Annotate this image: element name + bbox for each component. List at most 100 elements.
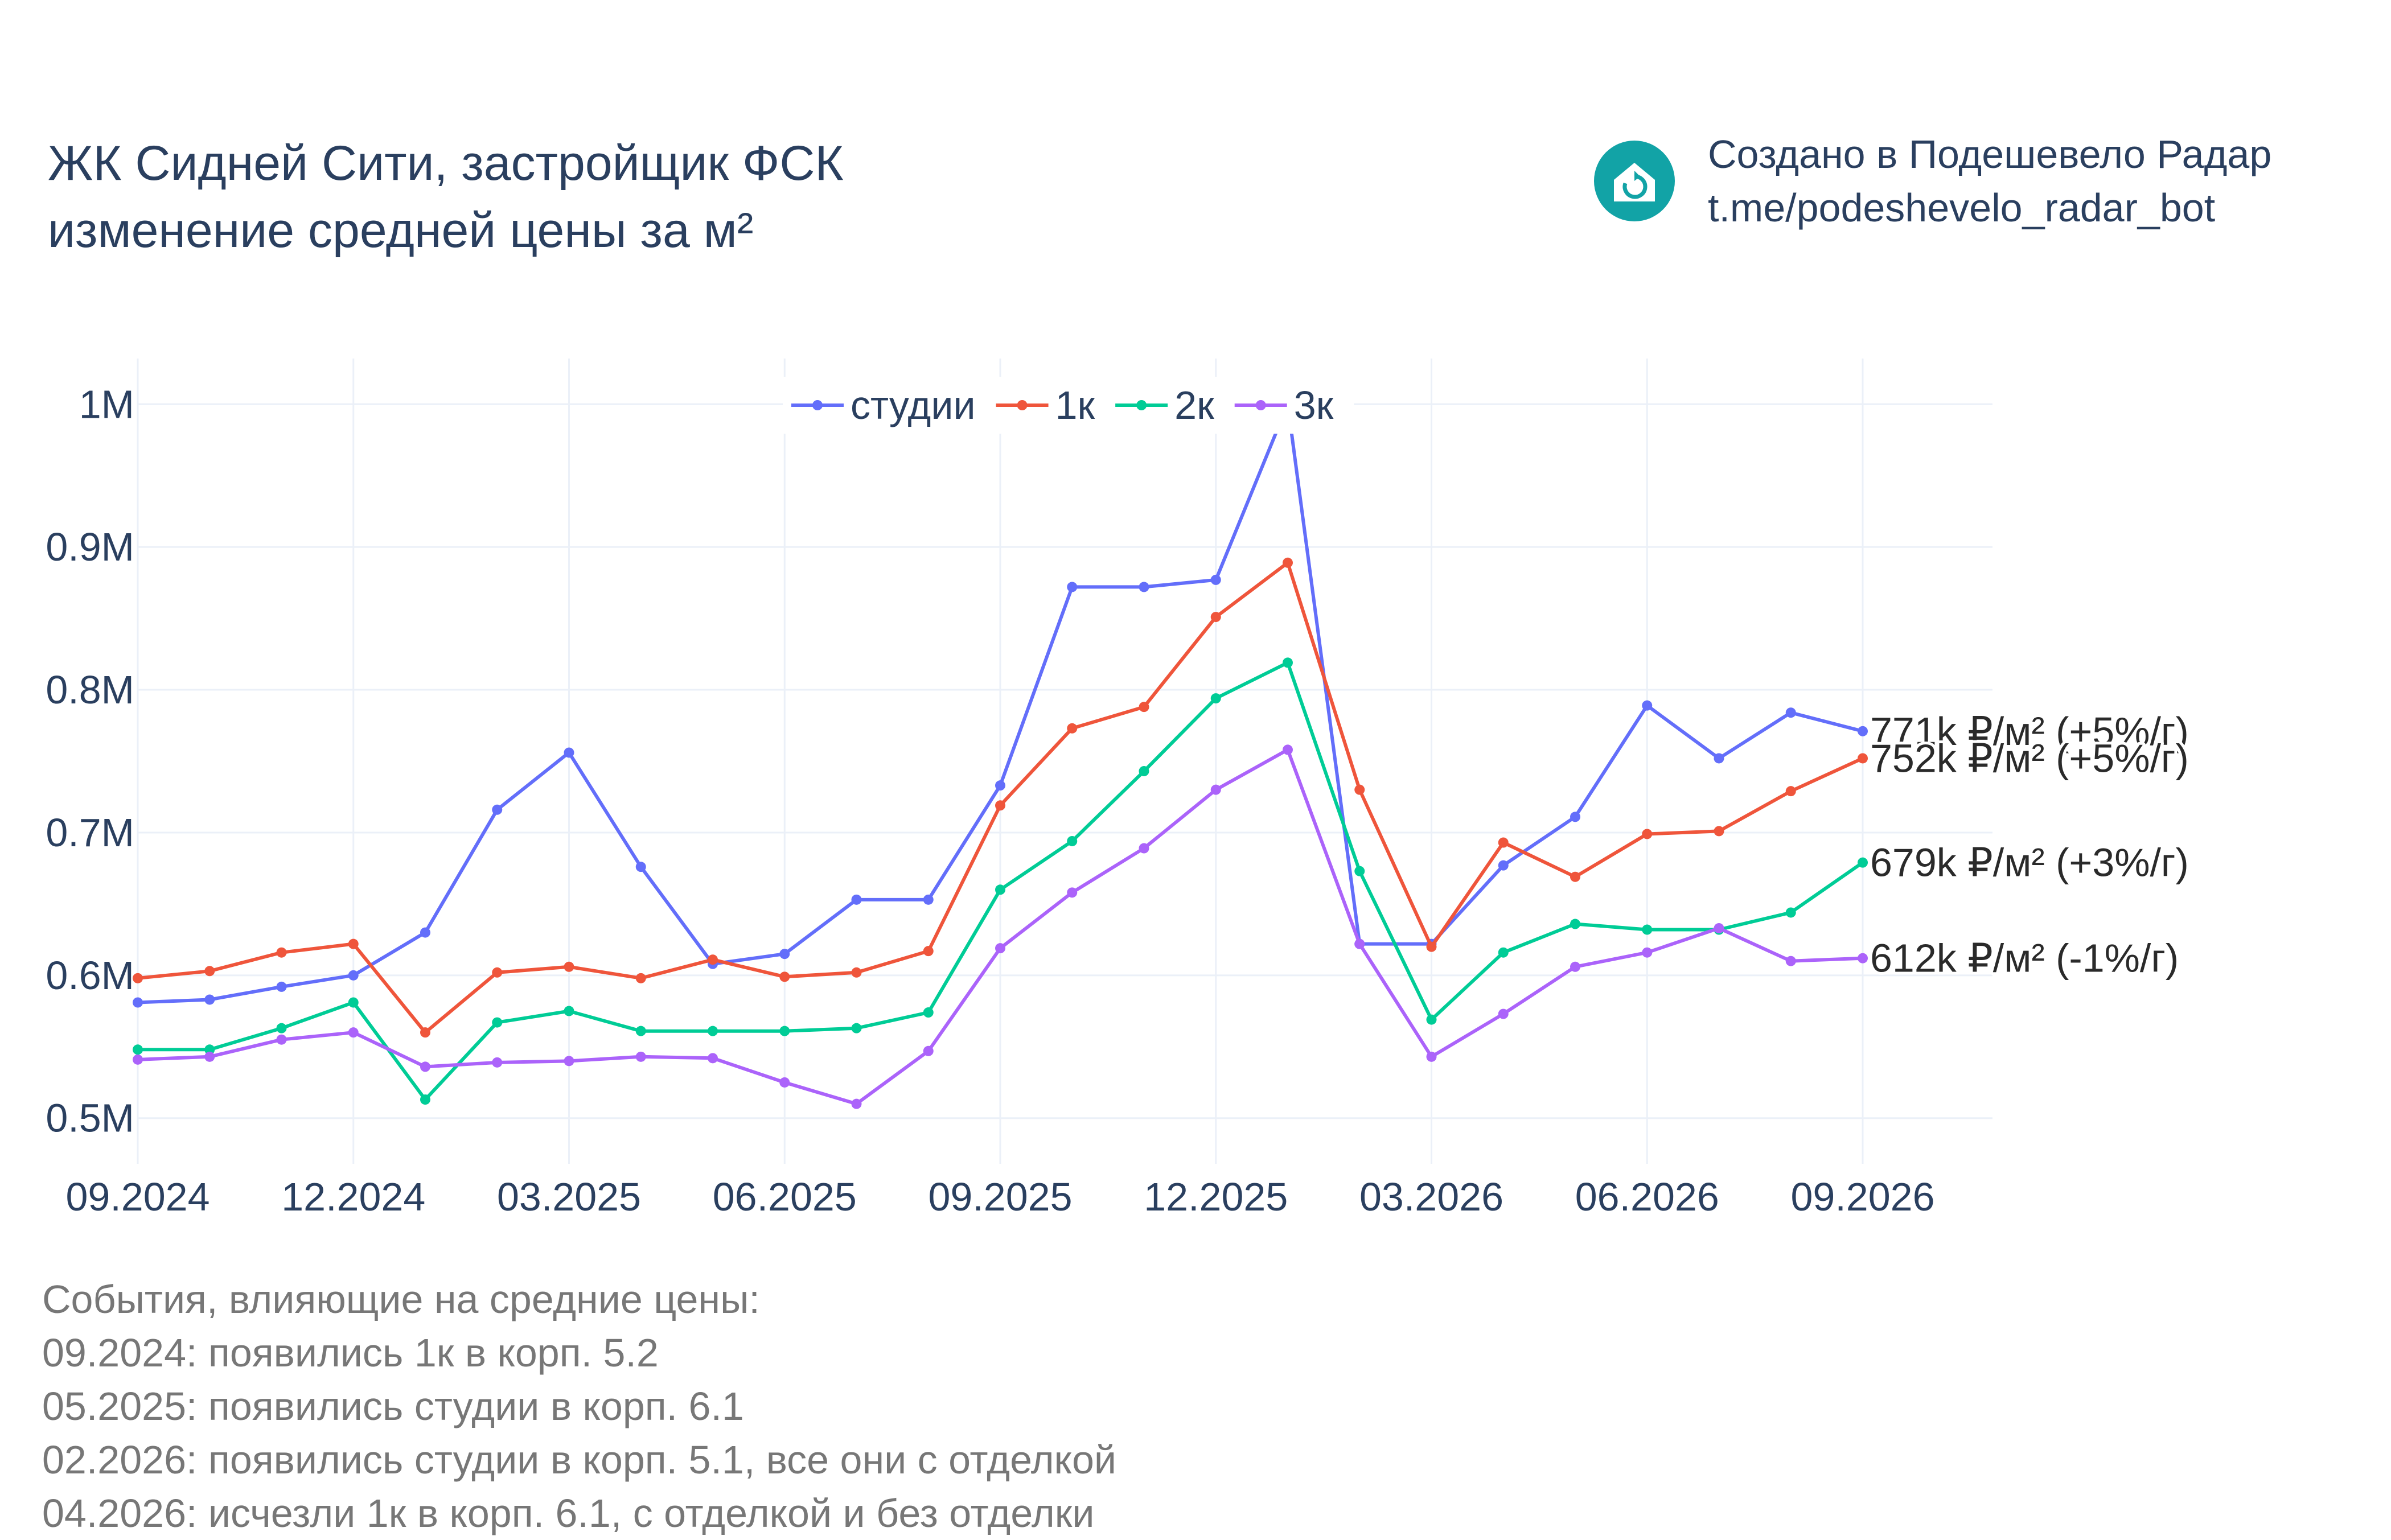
data-point bbox=[1426, 1014, 1437, 1025]
x-tick-label: 12.2024 bbox=[281, 1175, 425, 1219]
x-tick-label: 12.2025 bbox=[1144, 1175, 1288, 1219]
events-note: События, влияющие на средние цены: 09.20… bbox=[42, 1273, 1116, 1540]
data-point bbox=[420, 1061, 430, 1072]
data-point bbox=[779, 971, 790, 982]
series-lines bbox=[133, 399, 1868, 1109]
data-point bbox=[276, 947, 287, 958]
event-item: 02.2026: появились студии в корп. 5.1, в… bbox=[42, 1438, 1116, 1482]
y-tick-label: 0.8M bbox=[46, 668, 134, 712]
y-tick-label: 0.9M bbox=[46, 525, 134, 569]
data-point bbox=[1354, 866, 1365, 876]
data-point bbox=[779, 1077, 790, 1088]
data-point bbox=[1283, 657, 1293, 668]
data-point bbox=[1785, 956, 1796, 966]
data-point bbox=[1067, 887, 1078, 898]
legend: студии 1к 2к 3к bbox=[783, 377, 1354, 434]
data-point bbox=[1139, 702, 1149, 713]
data-point bbox=[635, 973, 646, 983]
end-label: 752k ₽/м² (+5%/г) bbox=[1870, 736, 2189, 780]
data-point bbox=[635, 862, 646, 872]
data-point bbox=[635, 1026, 646, 1036]
legend-label: 1к bbox=[1055, 383, 1095, 427]
data-point bbox=[204, 966, 215, 977]
data-point bbox=[1210, 612, 1221, 623]
x-tick-label: 03.2026 bbox=[1359, 1175, 1503, 1219]
brand-text: Создано в Подешевело Радар t.me/podeshev… bbox=[1708, 127, 2271, 234]
data-point bbox=[708, 1026, 718, 1036]
data-point bbox=[851, 1023, 862, 1033]
legend-marker bbox=[812, 400, 823, 410]
data-point bbox=[204, 994, 215, 1005]
data-point bbox=[995, 943, 1005, 954]
legend-label: 2к bbox=[1174, 383, 1214, 427]
data-point bbox=[420, 927, 430, 938]
chart-title-line-1: ЖК Сидней Сити, застройщик ФСК bbox=[48, 136, 844, 191]
end-label: 612k ₽/м² (-1%/г) bbox=[1870, 936, 2179, 981]
data-point bbox=[133, 1044, 143, 1055]
data-point bbox=[923, 1045, 934, 1056]
x-tick-label: 09.2024 bbox=[65, 1175, 209, 1219]
data-point bbox=[1858, 953, 1868, 963]
x-axis-ticks: 09.2024 12.2024 03.2025 06.2025 09.2025 12.20… bbox=[65, 1175, 1934, 1219]
data-point bbox=[420, 1027, 430, 1038]
y-tick-label: 0.7M bbox=[46, 810, 134, 855]
data-point bbox=[1714, 753, 1724, 764]
data-point bbox=[1642, 924, 1653, 935]
grid-lines bbox=[137, 359, 1992, 1164]
legend-marker bbox=[1136, 400, 1147, 410]
data-point bbox=[1283, 744, 1293, 755]
data-point bbox=[1714, 826, 1724, 837]
data-point bbox=[1210, 574, 1221, 585]
data-point bbox=[1210, 693, 1221, 704]
x-tick-label: 09.2026 bbox=[1790, 1175, 1934, 1219]
data-point bbox=[1785, 786, 1796, 797]
data-point bbox=[1498, 837, 1509, 848]
legend-label: студии bbox=[851, 383, 976, 427]
data-point bbox=[708, 954, 718, 965]
data-point bbox=[779, 1026, 790, 1036]
data-point bbox=[1067, 723, 1078, 734]
data-point bbox=[708, 1053, 718, 1064]
y-tick-label: 1M bbox=[79, 382, 134, 426]
data-point bbox=[1426, 1051, 1437, 1062]
data-point bbox=[276, 981, 287, 992]
data-point bbox=[1570, 871, 1580, 882]
event-item: 04.2026: исчезли 1к в корп. 6.1, с отдел… bbox=[42, 1491, 1095, 1535]
brand-link[interactable]: t.me/podeshevelo_radar_bot bbox=[1708, 186, 2216, 230]
y-tick-label: 0.6M bbox=[46, 953, 134, 998]
data-point bbox=[1210, 784, 1221, 795]
data-point bbox=[1785, 907, 1796, 918]
data-point bbox=[923, 1007, 934, 1018]
data-point bbox=[635, 1051, 646, 1062]
data-point bbox=[1067, 582, 1078, 592]
data-point bbox=[1714, 923, 1724, 934]
legend-label: 3к bbox=[1294, 383, 1334, 427]
data-point bbox=[204, 1051, 215, 1062]
data-point bbox=[348, 997, 359, 1008]
end-label: 679k ₽/м² (+3%/г) bbox=[1870, 841, 2189, 885]
end-label: 771k ₽/м² (+5%/г) bbox=[1870, 709, 2189, 753]
data-point bbox=[1067, 835, 1078, 846]
data-point bbox=[779, 949, 790, 960]
events-heading: События, влияющие на средние цены: bbox=[42, 1277, 760, 1321]
chart-title-line-2: изменение средней цены за м² bbox=[48, 203, 754, 258]
x-tick-label: 03.2025 bbox=[497, 1175, 641, 1219]
data-point bbox=[564, 961, 574, 972]
legend-marker bbox=[1255, 400, 1266, 410]
data-point bbox=[1858, 857, 1868, 868]
data-point bbox=[348, 1027, 359, 1038]
data-point bbox=[923, 894, 934, 905]
data-point bbox=[1498, 860, 1509, 871]
brand-block[interactable]: Создано в Подешевело Радар t.me/podeshev… bbox=[1594, 127, 2271, 234]
data-point bbox=[564, 1006, 574, 1016]
legend-marker bbox=[1017, 400, 1028, 410]
data-point bbox=[564, 747, 574, 758]
data-point bbox=[276, 1023, 287, 1033]
end-labels: 771k ₽/м² (+5%/г)752k ₽/м² (+5%/г) 679k ₽… bbox=[1867, 706, 2192, 983]
brand-name: Создано в Подешевело Радар bbox=[1708, 132, 2272, 176]
data-point bbox=[1139, 843, 1149, 854]
y-axis-ticks: 0.5M 0.6M 0.7M 0.8M 0.9M 1M bbox=[46, 382, 134, 1140]
data-point bbox=[133, 973, 143, 983]
data-point bbox=[133, 997, 143, 1008]
event-item: 09.2024: появились 1к в корп. 5.2 bbox=[42, 1331, 659, 1375]
